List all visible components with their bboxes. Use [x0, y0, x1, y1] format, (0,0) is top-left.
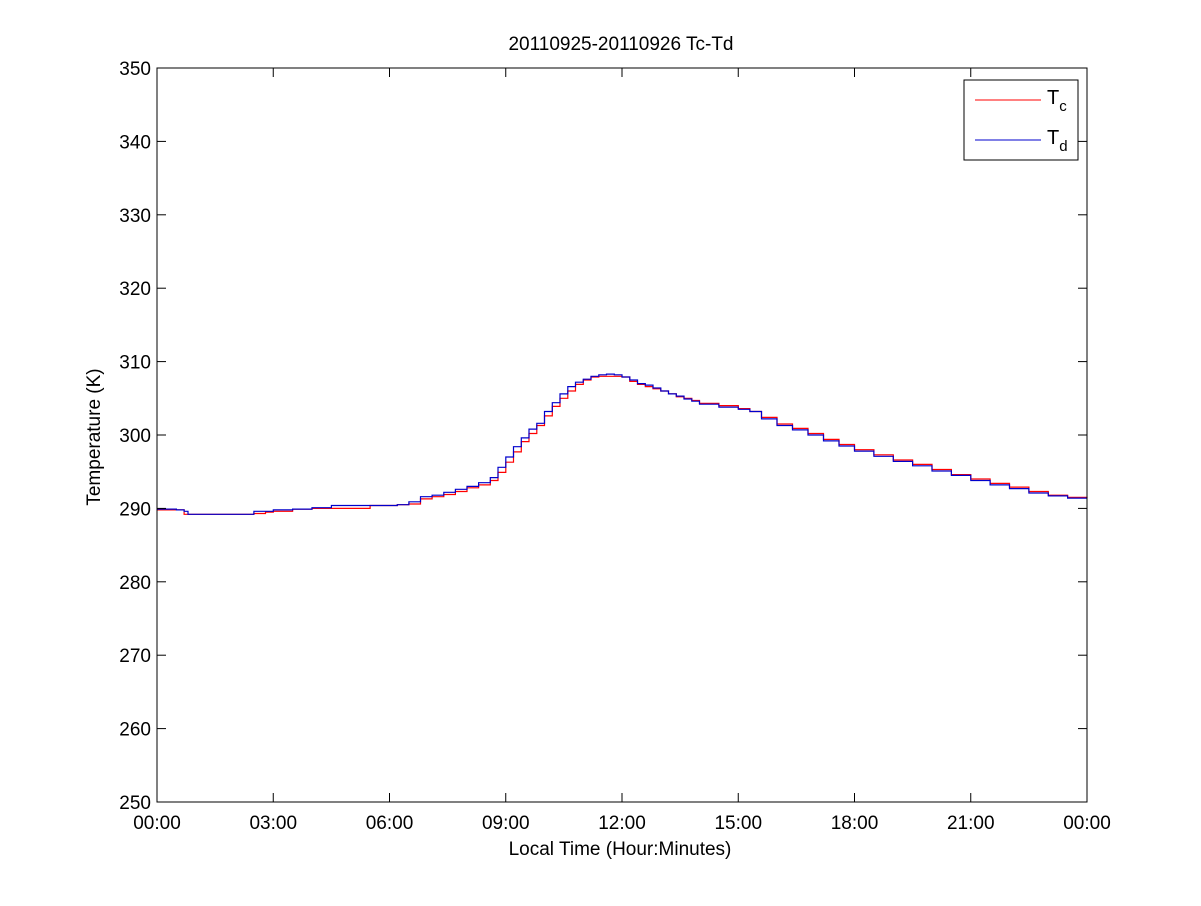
x-axis: 00:00 03:00 06:00 09:00 12:00 15:00 18:00 21:00…	[133, 68, 1111, 834]
legend-box	[963, 79, 1079, 161]
y-tick-label: 290	[119, 499, 151, 520]
plot-background	[157, 68, 1087, 802]
y-axis: 250 260 270 280 290 300 310 320 330 340 350	[119, 59, 1087, 814]
x-tick-label: 00:00	[133, 813, 181, 834]
series-line-td	[157, 373, 1087, 515]
y-tick-label: 320	[119, 279, 151, 300]
chart-title: 20110925-20110926 Tc-Td	[508, 34, 733, 55]
x-tick-label: 15:00	[714, 813, 762, 834]
legend-label-tc-sub: c	[1059, 98, 1067, 115]
legend-label-td-main: T	[1047, 127, 1059, 149]
y-tick-label: 270	[119, 646, 151, 667]
y-tick-label: 310	[119, 353, 151, 374]
legend-label-td-sub: d	[1059, 138, 1067, 155]
y-tick-label: 250	[119, 793, 151, 814]
series-layer	[157, 373, 1088, 515]
y-tick-label: 280	[119, 573, 151, 594]
legend-label-tc: Tc	[1047, 87, 1067, 115]
y-tick-label: 340	[119, 132, 151, 153]
y-tick-label: 350	[119, 59, 151, 80]
x-tick-label: 12:00	[598, 813, 646, 834]
legend-label-tc-main: T	[1047, 87, 1059, 109]
plot-area	[157, 68, 1087, 802]
y-axis-label: Temperature (K)	[84, 368, 105, 505]
y-tick-label: 300	[119, 426, 151, 447]
x-axis-label: Local Time (Hour:Minutes)	[509, 839, 732, 860]
x-tick-label: 18:00	[831, 813, 879, 834]
legend: Tc Td	[963, 79, 1079, 161]
x-tick-label: 00:00	[1063, 813, 1111, 834]
legend-label-td: Td	[1047, 127, 1068, 155]
y-tick-label: 260	[119, 720, 151, 741]
x-tick-label: 06:00	[366, 813, 414, 834]
x-tick-label: 03:00	[249, 813, 297, 834]
x-tick-label: 09:00	[482, 813, 530, 834]
y-tick-label: 330	[119, 206, 151, 227]
x-tick-label: 21:00	[947, 813, 995, 834]
